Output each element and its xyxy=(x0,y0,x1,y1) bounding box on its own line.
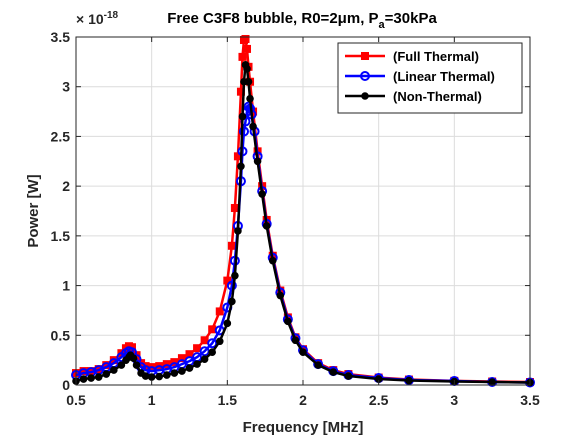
data-point xyxy=(147,373,156,381)
data-point xyxy=(488,378,496,386)
data-point xyxy=(230,204,239,213)
y-tick-label: 0.5 xyxy=(51,327,71,343)
y-axis-multiplier-exponent: -18 xyxy=(104,10,119,21)
data-point xyxy=(110,366,118,374)
series-non-thermal xyxy=(72,61,534,387)
data-point xyxy=(249,122,257,131)
data-point xyxy=(227,241,236,250)
data-point xyxy=(405,376,413,385)
y-axis-title: Power [W] xyxy=(25,174,42,247)
y-tick-label: 3.5 xyxy=(51,29,71,45)
y-tick-label: 2.5 xyxy=(51,128,71,144)
x-tick-labels: 0.5 1 1.5 2 2.5 3 3.5 xyxy=(66,392,540,408)
data-point xyxy=(243,44,252,53)
data-point xyxy=(237,162,245,171)
data-point xyxy=(238,52,247,61)
legend-label: (Non-Thermal) xyxy=(393,89,482,104)
data-point xyxy=(344,372,353,380)
x-tick-label: 3.5 xyxy=(520,392,540,408)
x-tick-label: 3 xyxy=(450,392,458,408)
data-point xyxy=(223,319,232,328)
y-tick-label: 3 xyxy=(62,79,70,95)
legend-swatch-marker xyxy=(360,71,370,81)
data-point xyxy=(262,222,271,230)
tick-marks xyxy=(75,36,531,386)
data-point xyxy=(268,256,277,265)
legend-items: (Full Thermal) (Linear Thermal) (Non-Therm… xyxy=(345,49,495,104)
x-tick-label: 0.5 xyxy=(66,392,86,408)
data-point xyxy=(234,227,242,235)
data-point xyxy=(226,280,237,291)
y-tick-label: 0 xyxy=(62,377,70,393)
data-point xyxy=(208,325,217,334)
legend-item-full-thermal: (Full Thermal) xyxy=(345,49,479,64)
data-point xyxy=(177,354,186,363)
data-point xyxy=(200,355,209,363)
legend-label: (Linear Thermal) xyxy=(393,69,495,84)
data-point xyxy=(244,77,253,86)
data-point xyxy=(228,297,236,306)
data-point xyxy=(314,361,322,369)
x-tick-label: 1 xyxy=(148,392,156,408)
data-point xyxy=(215,337,224,346)
data-point xyxy=(215,307,224,316)
y-tick-label: 1 xyxy=(62,278,70,294)
data-point xyxy=(117,361,126,369)
x-tick-label: 1.5 xyxy=(218,392,238,408)
data-point xyxy=(284,317,292,326)
data-point xyxy=(163,371,171,379)
x-axis-title: Frequency [MHz] xyxy=(243,419,364,436)
legend-label: (Full Thermal) xyxy=(393,49,479,64)
data-point xyxy=(207,338,218,349)
data-point xyxy=(329,368,338,376)
data-point xyxy=(238,112,247,121)
data-point xyxy=(258,190,266,198)
data-point xyxy=(200,336,209,345)
data-point xyxy=(193,360,201,368)
legend-item-linear-thermal: (Linear Thermal) xyxy=(345,69,495,84)
data-point xyxy=(87,374,95,382)
data-point xyxy=(231,271,239,280)
data-point xyxy=(141,372,150,380)
legend-swatch-marker xyxy=(361,52,369,60)
x-tick-label: 2 xyxy=(299,392,307,408)
legend-swatch-marker xyxy=(361,92,369,100)
data-point xyxy=(102,370,111,378)
data-point xyxy=(246,94,254,103)
data-point xyxy=(208,348,216,356)
data-point xyxy=(253,157,262,166)
title-subscript: a xyxy=(379,19,386,31)
y-tick-label: 1.5 xyxy=(51,228,71,244)
data-point xyxy=(79,375,88,383)
data-point xyxy=(238,126,249,137)
data-point xyxy=(170,369,179,377)
data-point xyxy=(129,354,138,362)
series-layer xyxy=(71,34,535,388)
chart-title: Free C3F8 bubble, R0=2μm, Pa=30kPa xyxy=(167,10,437,31)
data-point xyxy=(155,372,164,381)
data-point xyxy=(178,367,186,375)
data-point xyxy=(243,65,251,73)
data-point xyxy=(291,336,300,345)
data-point xyxy=(276,291,285,300)
x-tick-label: 2.5 xyxy=(369,392,389,408)
data-point xyxy=(299,348,307,356)
data-point xyxy=(241,34,250,43)
y-tick-labels: 0 0.5 1 1.5 2 2.5 3 3.5 xyxy=(51,29,71,393)
data-point xyxy=(193,344,202,353)
data-point xyxy=(185,364,194,372)
data-point xyxy=(94,373,103,381)
legend: (Full Thermal) (Linear Thermal) (Non-Therm… xyxy=(337,42,523,114)
y-tick-label: 2 xyxy=(62,178,70,194)
data-point xyxy=(132,361,141,369)
legend-item-non-thermal: (Non-Thermal) xyxy=(345,89,482,104)
y-axis-multiplier: × 10-18 xyxy=(76,10,119,27)
